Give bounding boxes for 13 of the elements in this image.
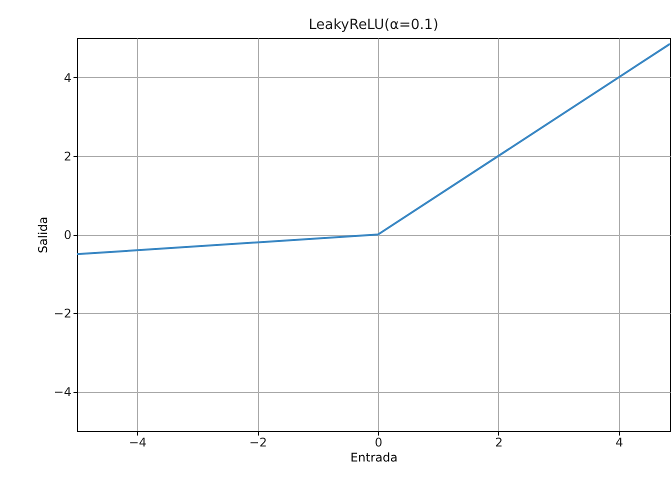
x-tick-label: 2: [495, 436, 503, 450]
y-tick-label: 4: [64, 70, 72, 85]
x-tick-label: 4: [616, 436, 624, 450]
x-tick-label: −4: [128, 436, 147, 450]
x-axis-title: Entrada: [350, 450, 398, 464]
y-axis-title: Salida: [36, 216, 50, 254]
y-tick-label: −4: [54, 385, 72, 400]
y-tick-label: 2: [64, 149, 72, 164]
x-tick-label: 0: [374, 436, 382, 450]
y-tick-label: 0: [64, 228, 72, 242]
chart-title: LeakyReLU(α=0.1): [308, 17, 438, 33]
y-tick-label: −2: [54, 306, 72, 321]
x-tick-label: −2: [249, 436, 267, 450]
